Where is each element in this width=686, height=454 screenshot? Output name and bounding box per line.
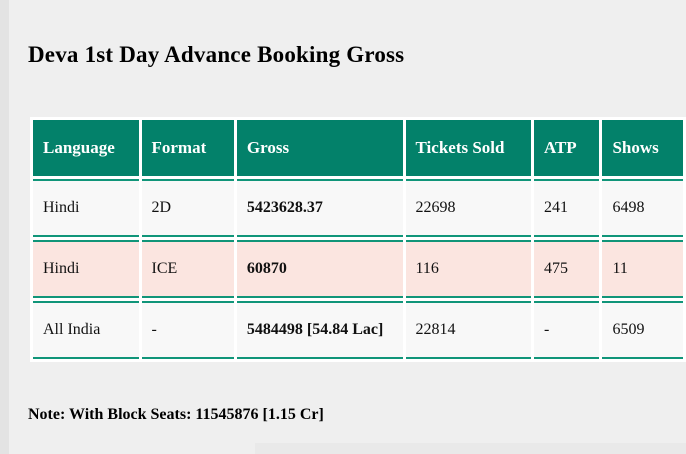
column-header-tickets-sold: Tickets Sold xyxy=(405,120,531,176)
column-header-shows: Shows xyxy=(602,120,683,176)
cell-gross: 5484498 [54.84 Lac] xyxy=(236,301,403,359)
cell-tickets-sold: 22698 xyxy=(405,179,531,237)
cell-gross: 60870 xyxy=(236,240,403,298)
cell-language: Hindi xyxy=(33,240,139,298)
cell-atp: 241 xyxy=(533,179,600,237)
column-header-atp: ATP xyxy=(533,120,600,176)
column-header-gross: Gross xyxy=(236,120,403,176)
table-row-hindi-ice: Hindi ICE 60870 116 475 11 xyxy=(33,240,683,298)
cell-shows: 6498 xyxy=(602,179,683,237)
column-header-format: Format xyxy=(141,120,234,176)
header-row: Language Format Gross Tickets Sold ATP S… xyxy=(33,120,683,176)
cell-shows: 11 xyxy=(602,240,683,298)
advance-booking-table: Language Format Gross Tickets Sold ATP S… xyxy=(30,117,686,362)
cell-format: - xyxy=(141,301,234,359)
cell-atp: 475 xyxy=(533,240,600,298)
cell-format: ICE xyxy=(141,240,234,298)
table-row-all-india: All India - 5484498 [54.84 Lac] 22814 - … xyxy=(33,301,683,359)
cell-language: All India xyxy=(33,301,139,359)
cell-tickets-sold: 116 xyxy=(405,240,531,298)
cell-shows: 6509 xyxy=(602,301,683,359)
table-row-hindi-2d: Hindi 2D 5423628.37 22698 241 6498 xyxy=(33,179,683,237)
page-left-gutter xyxy=(0,0,9,454)
cell-gross: 5423628.37 xyxy=(236,179,403,237)
cell-language: Hindi xyxy=(33,179,139,237)
column-header-language: Language xyxy=(33,120,139,176)
note-text: Note: With Block Seats: 11545876 [1.15 C… xyxy=(28,406,324,423)
page-title: Deva 1st Day Advance Booking Gross xyxy=(28,42,405,67)
cell-atp: - xyxy=(533,301,600,359)
cell-format: 2D xyxy=(141,179,234,237)
cell-tickets-sold: 22814 xyxy=(405,301,531,359)
background-shade xyxy=(255,443,686,454)
